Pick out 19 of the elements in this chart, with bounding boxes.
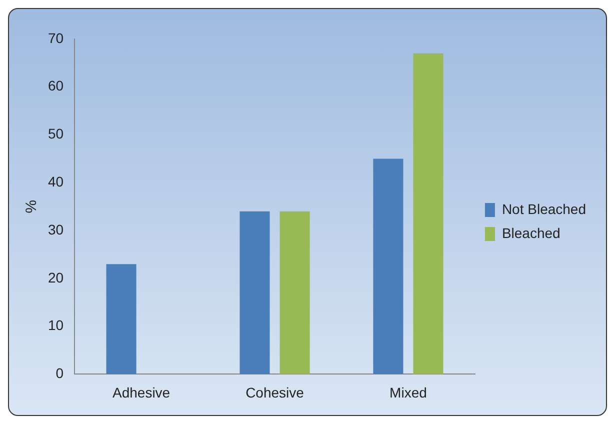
y-axis-title: %: [23, 200, 40, 214]
legend-label: Not Bleached: [502, 200, 586, 217]
x-tick-label: Mixed: [390, 384, 427, 400]
legend-label: Bleached: [502, 224, 560, 241]
bar: [240, 211, 270, 374]
y-tick-label: 70: [48, 30, 64, 46]
y-tick-label: 0: [56, 365, 64, 382]
y-tick-label: 60: [48, 78, 64, 94]
x-tick-label: Adhesive: [112, 384, 170, 400]
bar: [413, 53, 444, 374]
y-tick-label: 50: [48, 126, 64, 142]
y-tick-label: 10: [48, 317, 64, 334]
bar: [373, 158, 404, 374]
bar: [106, 264, 136, 374]
y-tick-label: 40: [48, 174, 64, 190]
y-tick-label: 20: [48, 269, 64, 286]
y-tick-label: 30: [48, 221, 64, 238]
bar: [280, 211, 310, 374]
x-tick-label: Cohesive: [246, 384, 304, 400]
